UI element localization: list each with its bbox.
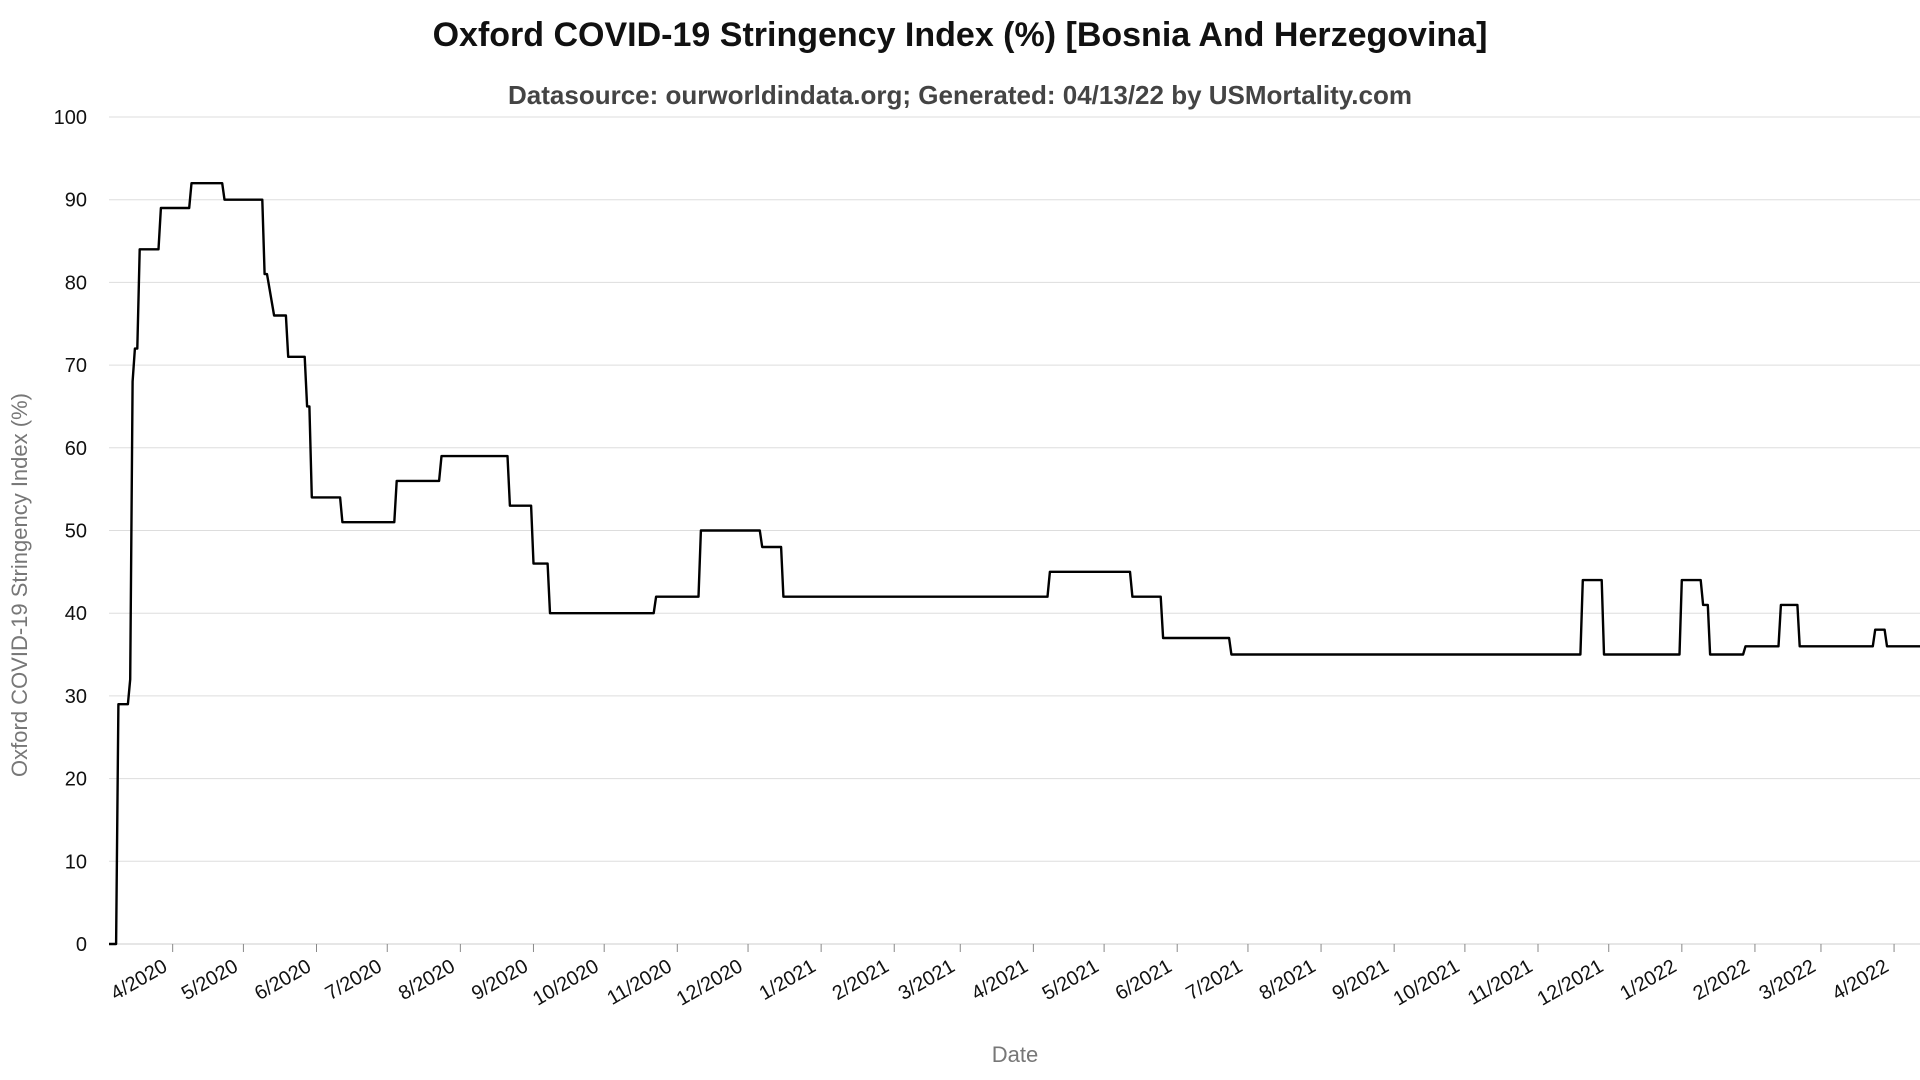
x-tick-label: 7/2020: [322, 955, 386, 1005]
y-tick-label: 10: [65, 851, 87, 873]
x-tick-label: 8/2021: [1256, 955, 1320, 1005]
y-tick-label: 80: [65, 272, 87, 294]
x-tick-label: 3/2021: [895, 955, 959, 1005]
y-tick-label: 50: [65, 521, 87, 543]
x-tick-label: 11/2021: [1464, 955, 1536, 1009]
x-tick-label: 6/2020: [251, 955, 315, 1005]
y-tick-label: 40: [65, 603, 87, 625]
chart-subtitle: Datasource: ourworldindata.org; Generate…: [508, 80, 1412, 110]
y-tick-label: 70: [65, 355, 87, 377]
y-tick-label: 90: [65, 190, 87, 212]
x-tick-label: 12/2020: [673, 955, 747, 1010]
y-tick-label: 100: [54, 107, 87, 129]
y-axis-title: Oxford COVID-19 Stringency Index (%): [7, 393, 32, 777]
x-tick-label: 6/2021: [1112, 955, 1176, 1005]
x-tick-label: 2/2022: [1689, 955, 1753, 1005]
x-tick-label: 9/2021: [1329, 955, 1393, 1005]
grid-lines: [109, 116, 1920, 945]
y-tick-label: 20: [65, 769, 87, 791]
series-line: [109, 182, 1920, 946]
x-tick-label: 2/2021: [829, 955, 893, 1005]
y-tick-label: 30: [65, 686, 87, 708]
x-tick-label: 7/2021: [1182, 955, 1246, 1005]
x-axis-ticks: 4/2020 5/2020 6/2020 7/2020 8/2020 9/202010/2…: [107, 944, 1895, 1010]
x-tick-label: 10/2021: [1390, 955, 1464, 1010]
chart-title: Oxford COVID-19 Stringency Index (%) [Bo…: [432, 16, 1488, 54]
x-tick-label: 4/2022: [1829, 955, 1893, 1005]
x-tick-label: 10/2020: [529, 955, 603, 1010]
series-layer: [109, 182, 1920, 946]
x-tick-label: 1/2022: [1616, 955, 1680, 1005]
x-tick-label: 4/2021: [968, 955, 1032, 1005]
y-tick-label: 60: [65, 438, 87, 460]
x-tick-label: 9/2020: [468, 955, 532, 1005]
x-axis-title: Date: [992, 1042, 1038, 1067]
x-tick-label: 4/2020: [107, 955, 171, 1005]
y-tick-label: 0: [76, 934, 87, 956]
x-tick-label: 3/2022: [1755, 955, 1819, 1005]
x-tick-label: 5/2020: [178, 955, 242, 1005]
x-tick-label: 12/2021: [1534, 955, 1608, 1010]
x-tick-label: 11/2020: [603, 955, 675, 1009]
x-tick-label: 1/2021: [756, 955, 820, 1005]
x-tick-label: 5/2021: [1039, 955, 1103, 1005]
y-axis-ticks: 0 10 20 30 40 50 60 70 80 90 100: [54, 107, 87, 956]
x-tick-label: 8/2020: [395, 955, 459, 1005]
